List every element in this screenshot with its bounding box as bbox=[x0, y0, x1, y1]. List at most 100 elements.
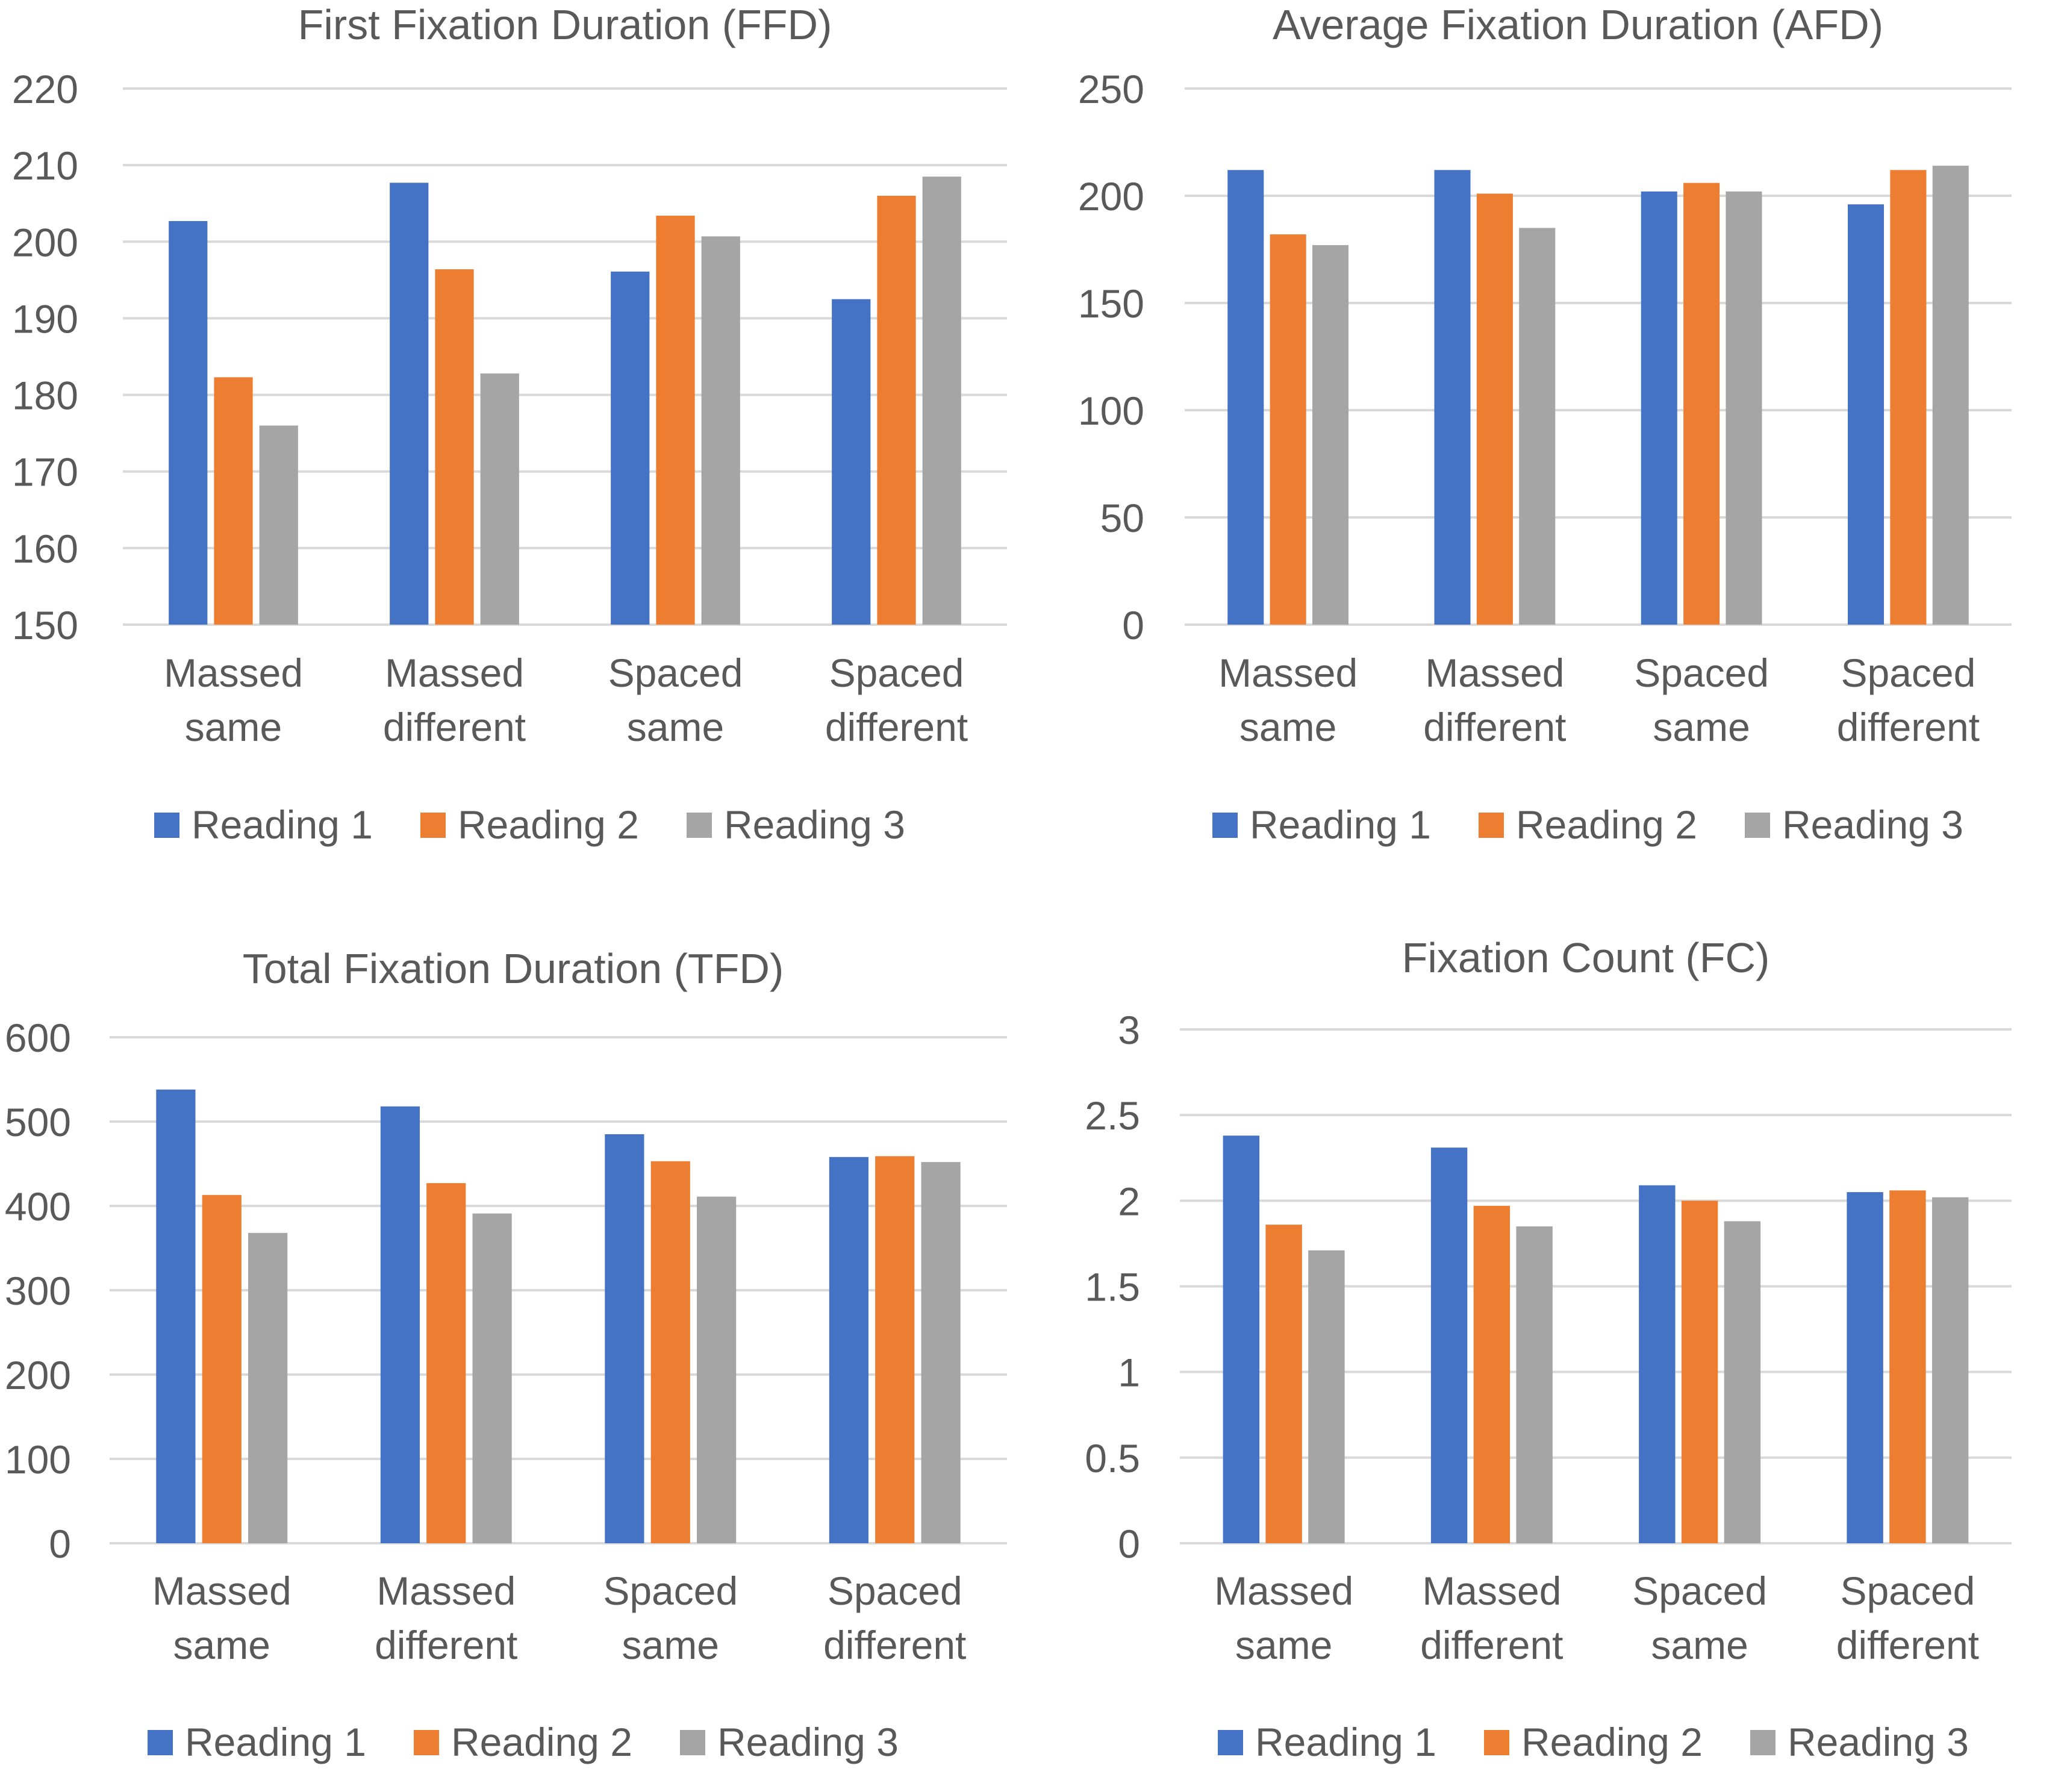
y-tick-label: 160 bbox=[12, 526, 78, 571]
y-tick-label: 210 bbox=[12, 143, 78, 188]
legend-swatch bbox=[420, 813, 446, 838]
x-tick-label: different bbox=[1836, 1623, 1979, 1667]
x-tick-label: Massed bbox=[152, 1569, 292, 1613]
bar bbox=[877, 196, 916, 625]
x-tick-label: same bbox=[1235, 1623, 1332, 1667]
bar bbox=[1227, 170, 1264, 625]
bar bbox=[1847, 204, 1885, 625]
bar bbox=[202, 1194, 242, 1543]
chart-panel: Average Fixation Duration (AFD) 0 50 100 150… bbox=[1078, 1, 2012, 847]
bar bbox=[1683, 183, 1720, 625]
bar bbox=[1476, 193, 1513, 625]
legend-swatch bbox=[680, 1730, 705, 1755]
x-tick-label: different bbox=[825, 705, 968, 749]
y-tick-label: 2.5 bbox=[1085, 1093, 1140, 1138]
bar bbox=[1434, 170, 1471, 625]
bar bbox=[1265, 1225, 1302, 1543]
x-tick-label: different bbox=[1420, 1623, 1563, 1667]
legend-label: Reading 2 bbox=[1521, 1720, 1703, 1764]
legend-swatch bbox=[1745, 813, 1770, 838]
legend-swatch bbox=[414, 1730, 439, 1755]
bar bbox=[1270, 234, 1306, 625]
y-tick-label: 180 bbox=[12, 373, 78, 418]
x-tick-label: Spaced bbox=[1634, 651, 1769, 695]
x-tick-label: different bbox=[823, 1623, 966, 1667]
bar bbox=[1931, 1197, 1969, 1543]
bar bbox=[426, 1183, 466, 1543]
y-tick-label: 0 bbox=[1122, 603, 1144, 648]
bar bbox=[259, 425, 298, 625]
bar bbox=[380, 1106, 420, 1543]
bar bbox=[1890, 170, 1927, 625]
legend-swatch bbox=[1750, 1730, 1776, 1755]
bar bbox=[1932, 166, 1969, 625]
bar bbox=[611, 271, 650, 625]
chart-title: Total Fixation Duration (TFD) bbox=[243, 945, 784, 992]
legend-label: Reading 1 bbox=[192, 802, 373, 847]
bar bbox=[1889, 1190, 1926, 1543]
chart-panel: Fixation Count (FC) 0 0.5 1 1.5 2 2.5 3 Massed sa… bbox=[1085, 934, 2012, 1764]
x-tick-label: different bbox=[375, 1623, 517, 1667]
y-tick-label: 250 bbox=[1078, 67, 1144, 111]
bar bbox=[156, 1089, 196, 1543]
bar bbox=[480, 373, 519, 625]
x-tick-label: Massed bbox=[1214, 1569, 1353, 1613]
x-tick-label: same bbox=[627, 705, 724, 749]
legend-swatch bbox=[1212, 813, 1238, 838]
bar bbox=[435, 269, 474, 625]
y-tick-label: 150 bbox=[1078, 281, 1144, 326]
y-tick-label: 200 bbox=[5, 1353, 71, 1397]
bar bbox=[1516, 1226, 1553, 1543]
bar bbox=[1519, 228, 1556, 625]
legend-label: Reading 2 bbox=[1516, 802, 1697, 847]
bar bbox=[1724, 1221, 1761, 1543]
bar bbox=[1847, 1192, 1883, 1543]
legend-swatch bbox=[154, 813, 179, 838]
x-tick-label: Spaced bbox=[1841, 651, 1975, 695]
y-tick-label: 190 bbox=[12, 296, 78, 341]
bar bbox=[1430, 1147, 1468, 1543]
x-tick-label: Spaced bbox=[828, 1569, 962, 1613]
y-tick-label: 2 bbox=[1118, 1179, 1140, 1223]
chart-panel: First Fixation Duration (FFD) 150 160 170 18… bbox=[12, 1, 1007, 847]
y-tick-label: 50 bbox=[1100, 496, 1144, 540]
bar bbox=[701, 236, 740, 625]
chart-title: Average Fixation Duration (AFD) bbox=[1273, 1, 1883, 48]
y-tick-label: 500 bbox=[5, 1100, 71, 1144]
y-tick-label: 0 bbox=[49, 1522, 71, 1566]
legend-swatch bbox=[1479, 813, 1504, 838]
legend-swatch bbox=[1218, 1730, 1243, 1755]
x-tick-label: Massed bbox=[385, 651, 524, 695]
legend-label: Reading 2 bbox=[451, 1720, 632, 1764]
legend-label: Reading 3 bbox=[724, 802, 905, 847]
y-tick-label: 0.5 bbox=[1085, 1436, 1140, 1481]
bar bbox=[605, 1134, 644, 1543]
x-tick-label: different bbox=[1837, 705, 1980, 749]
y-tick-label: 170 bbox=[12, 450, 78, 495]
y-tick-label: 1 bbox=[1118, 1350, 1140, 1395]
y-tick-label: 100 bbox=[1078, 389, 1144, 433]
y-tick-label: 0 bbox=[1118, 1522, 1140, 1566]
bar bbox=[656, 216, 695, 625]
x-tick-label: same bbox=[1651, 1623, 1748, 1667]
y-tick-label: 200 bbox=[12, 220, 78, 264]
legend-label: Reading 3 bbox=[717, 1720, 899, 1764]
x-tick-label: same bbox=[1239, 705, 1336, 749]
y-tick-label: 600 bbox=[5, 1016, 71, 1060]
bar bbox=[1726, 191, 1762, 625]
bar bbox=[248, 1232, 288, 1543]
y-tick-label: 220 bbox=[12, 67, 78, 111]
x-tick-label: Spaced bbox=[603, 1569, 738, 1613]
bar bbox=[1473, 1205, 1511, 1543]
chart-panel: Total Fixation Duration (TFD) 0 100 200 300 4… bbox=[5, 945, 1007, 1764]
x-tick-label: same bbox=[185, 705, 282, 749]
x-tick-label: same bbox=[173, 1623, 270, 1667]
bar bbox=[921, 1162, 961, 1543]
x-tick-label: Spaced bbox=[829, 651, 964, 695]
bar bbox=[1641, 191, 1677, 625]
y-tick-label: 200 bbox=[1078, 174, 1144, 219]
x-tick-label: same bbox=[1653, 705, 1750, 749]
bar bbox=[650, 1161, 690, 1543]
x-tick-label: Spaced bbox=[1840, 1569, 1975, 1613]
